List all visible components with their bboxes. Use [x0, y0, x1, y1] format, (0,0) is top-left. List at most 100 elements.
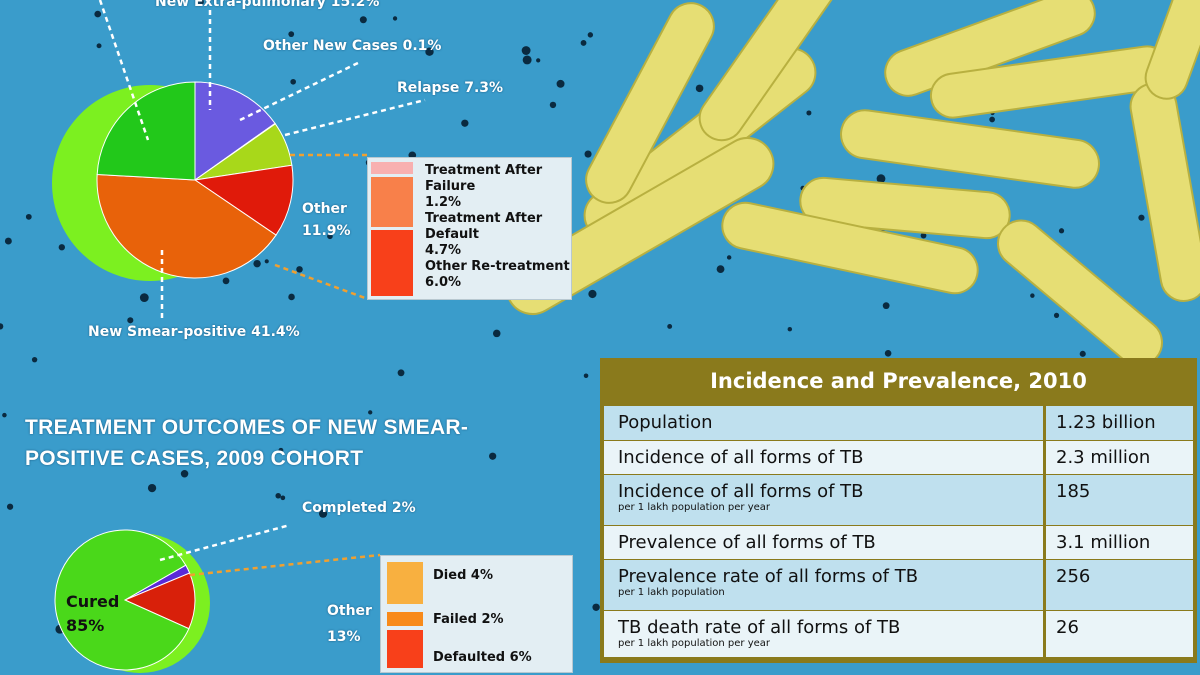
dot	[1058, 228, 1065, 234]
dot	[290, 78, 296, 85]
treatment-outcomes-title: TREATMENT OUTCOMES OF NEW SMEAR-POSITIVE…	[25, 416, 469, 470]
label-other-new: Other New Cases 0.1%	[263, 38, 442, 54]
dot	[147, 483, 157, 493]
dot	[549, 101, 557, 109]
table-row: Prevalence rate of all forms of TB per 1 …	[604, 560, 1193, 610]
label-relapse: Relapse 7.3%	[397, 80, 504, 96]
dot	[296, 266, 303, 273]
row-value: 1.23 billion	[1043, 406, 1193, 440]
row-value: 26	[1043, 611, 1193, 657]
dot	[583, 373, 589, 379]
dot	[716, 265, 725, 274]
label-smear-positive: New Smear-positive 41.4%	[88, 324, 300, 340]
dot	[94, 10, 102, 18]
incidence-prevalence-table: Incidence and Prevalence, 2010 Populatio…	[600, 358, 1197, 663]
dot	[359, 16, 367, 24]
label-other: Other 11.9%	[302, 201, 351, 239]
row-label: Prevalence rate of all forms of TB per 1 …	[604, 560, 1043, 610]
label-other-outcome: Other 13%	[327, 603, 372, 645]
pie-slice-cured	[54, 529, 190, 671]
case-types-pie	[52, 81, 294, 281]
row-note: per 1 lakh population	[618, 587, 725, 598]
dot	[96, 43, 102, 49]
label-cured: Cured 85%	[66, 592, 120, 635]
row-label: Prevalence of all forms of TB	[618, 532, 876, 553]
pie-slice-new-smear-positive	[96, 173, 277, 279]
table-row: TB death rate of all forms of TB per 1 la…	[604, 611, 1193, 657]
dot	[275, 492, 281, 499]
dot	[288, 31, 295, 38]
dot	[0, 323, 4, 330]
dot	[278, 447, 284, 453]
dot	[489, 452, 497, 460]
bacteria-illustration	[505, 0, 1200, 367]
dot	[695, 84, 704, 93]
row-value: 185	[1043, 475, 1193, 525]
dot	[280, 495, 286, 501]
dot	[584, 150, 592, 158]
dot	[876, 174, 886, 184]
dot	[1079, 350, 1086, 357]
row-note: per 1 lakh population per year	[618, 502, 771, 513]
dot	[882, 302, 890, 310]
dot	[787, 326, 793, 332]
row-note: per 1 lakh population per year	[618, 638, 771, 649]
dot	[288, 293, 295, 301]
dot	[920, 232, 927, 239]
dot	[1053, 312, 1060, 318]
dot	[392, 16, 398, 21]
dot	[492, 329, 501, 338]
outcome-breakdown-box: Died 4% Failed 2% Defaulted 6%	[380, 555, 573, 673]
dot	[264, 259, 269, 264]
dot	[222, 277, 230, 285]
row-label: Incidence of all forms of TB per 1 lakh p…	[604, 475, 1043, 525]
dot	[726, 255, 732, 260]
dot	[2, 412, 7, 418]
dot	[580, 40, 587, 46]
label-completed: Completed 2%	[302, 500, 416, 516]
dot	[522, 55, 532, 65]
table-row: Incidence of all forms of TB 2.3 million	[604, 441, 1193, 474]
dot	[6, 503, 14, 510]
dot	[327, 233, 333, 240]
other-breakdown-box: Treatment After Failure 1.2% Treatment Af…	[367, 157, 572, 300]
row-value: 256	[1043, 560, 1193, 610]
row-label: TB death rate of all forms of TB per 1 la…	[604, 611, 1043, 657]
label-extra-pulmonary: New Extra-pulmonary 15.2%	[155, 0, 380, 10]
treatment-outcomes-pie	[54, 529, 210, 673]
dot	[556, 79, 565, 88]
dot	[536, 58, 541, 63]
dot	[521, 46, 531, 55]
table-title: Incidence and Prevalence, 2010	[710, 369, 1087, 393]
dot	[253, 259, 261, 268]
dot	[1030, 293, 1035, 298]
dot	[4, 237, 12, 245]
dot	[592, 603, 600, 611]
dot	[368, 410, 373, 415]
dot	[425, 47, 434, 56]
table-row: Population 1.23 billion	[604, 406, 1193, 440]
dot	[587, 32, 594, 38]
leader-lines	[98, 0, 426, 562]
dot	[31, 356, 38, 363]
dot	[884, 349, 892, 357]
dot	[1138, 214, 1145, 221]
pie-slice-other	[193, 164, 294, 236]
dot	[58, 244, 65, 251]
dot	[180, 469, 189, 478]
row-label: Incidence of all forms of TB	[618, 447, 864, 468]
row-value: 2.3 million	[1043, 441, 1193, 474]
dot	[667, 324, 673, 329]
dot	[588, 289, 597, 299]
dot	[989, 116, 995, 123]
dot	[461, 119, 469, 127]
row-value: 3.1 million	[1043, 526, 1193, 559]
dot	[397, 369, 405, 377]
dot	[318, 509, 328, 518]
dot	[195, 0, 204, 7]
dot	[127, 317, 134, 324]
dot	[139, 293, 149, 303]
dot	[25, 213, 32, 220]
table-row: Incidence of all forms of TB per 1 lakh p…	[604, 475, 1193, 525]
